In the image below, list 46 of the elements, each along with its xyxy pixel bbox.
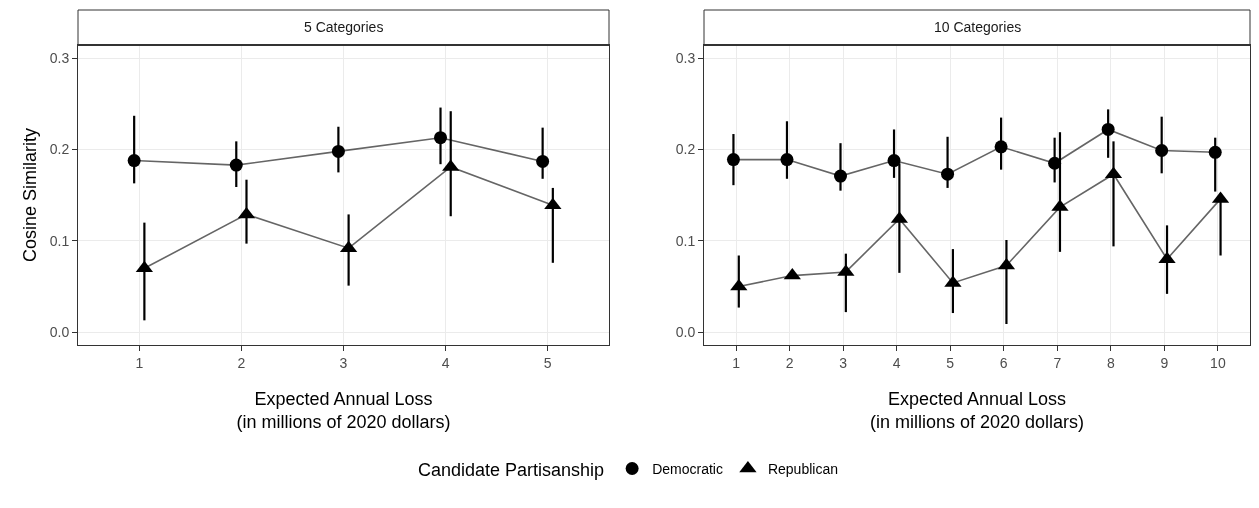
y-tick-label: 0.1: [675, 232, 696, 249]
x-tick-label: 6: [999, 354, 1008, 371]
point: [544, 197, 562, 210]
x-tick-label: 8: [1106, 354, 1115, 371]
y-tick-label: 0.2: [675, 141, 696, 158]
x-tick-label: 7: [1053, 354, 1062, 371]
point: [994, 140, 1008, 154]
legend-title: Candidate Partisanship: [418, 460, 605, 481]
legend-label: Republican: [767, 460, 838, 477]
point: [229, 158, 243, 172]
x-tick-label: 4: [892, 354, 901, 371]
x-tick-label: 5: [946, 354, 955, 371]
x-tick-label: 2: [237, 354, 246, 371]
y-tick-label: 0.0: [675, 324, 696, 341]
point: [434, 131, 448, 145]
x-tick-label: 4: [441, 354, 450, 371]
point: [127, 154, 141, 168]
point: [780, 153, 794, 167]
point: [1101, 122, 1115, 136]
point: [536, 154, 550, 168]
x-tick-label: 3: [839, 354, 848, 371]
y-tick-label: 0.2: [49, 141, 70, 158]
legend-label: Democratic: [652, 460, 723, 477]
y-axis-title: Cosine Similarity: [19, 127, 40, 263]
y-tick-label: 0.1: [49, 232, 70, 249]
point: [331, 144, 345, 158]
point: [1155, 143, 1169, 157]
point: [1208, 145, 1222, 159]
point: [941, 167, 955, 181]
x-tick-label: 5: [543, 354, 552, 371]
x-tick-label: 3: [339, 354, 348, 371]
x-tick-label: 10: [1210, 354, 1226, 371]
x-tick-label: 2: [785, 354, 794, 371]
x-axis-title: Expected Annual Loss (in millions of 2020 dollars): [236, 388, 451, 433]
y-tick-label: 0.0: [49, 324, 70, 341]
x-tick-label: 1: [732, 354, 741, 371]
y-tick-label: 0.3: [49, 50, 70, 67]
x-tick-label: 1: [135, 354, 144, 371]
x-axis-title: Expected Annual Loss (in millions of 2020 dollars): [869, 388, 1085, 433]
point: [887, 154, 901, 168]
point: [834, 169, 847, 183]
point: [726, 153, 740, 167]
y-tick-label: 0.3: [675, 50, 696, 67]
chart-title: 10 Categories: [934, 19, 1022, 35]
x-tick-label: 9: [1160, 354, 1169, 371]
chart-title: 5 Categories: [304, 19, 384, 35]
